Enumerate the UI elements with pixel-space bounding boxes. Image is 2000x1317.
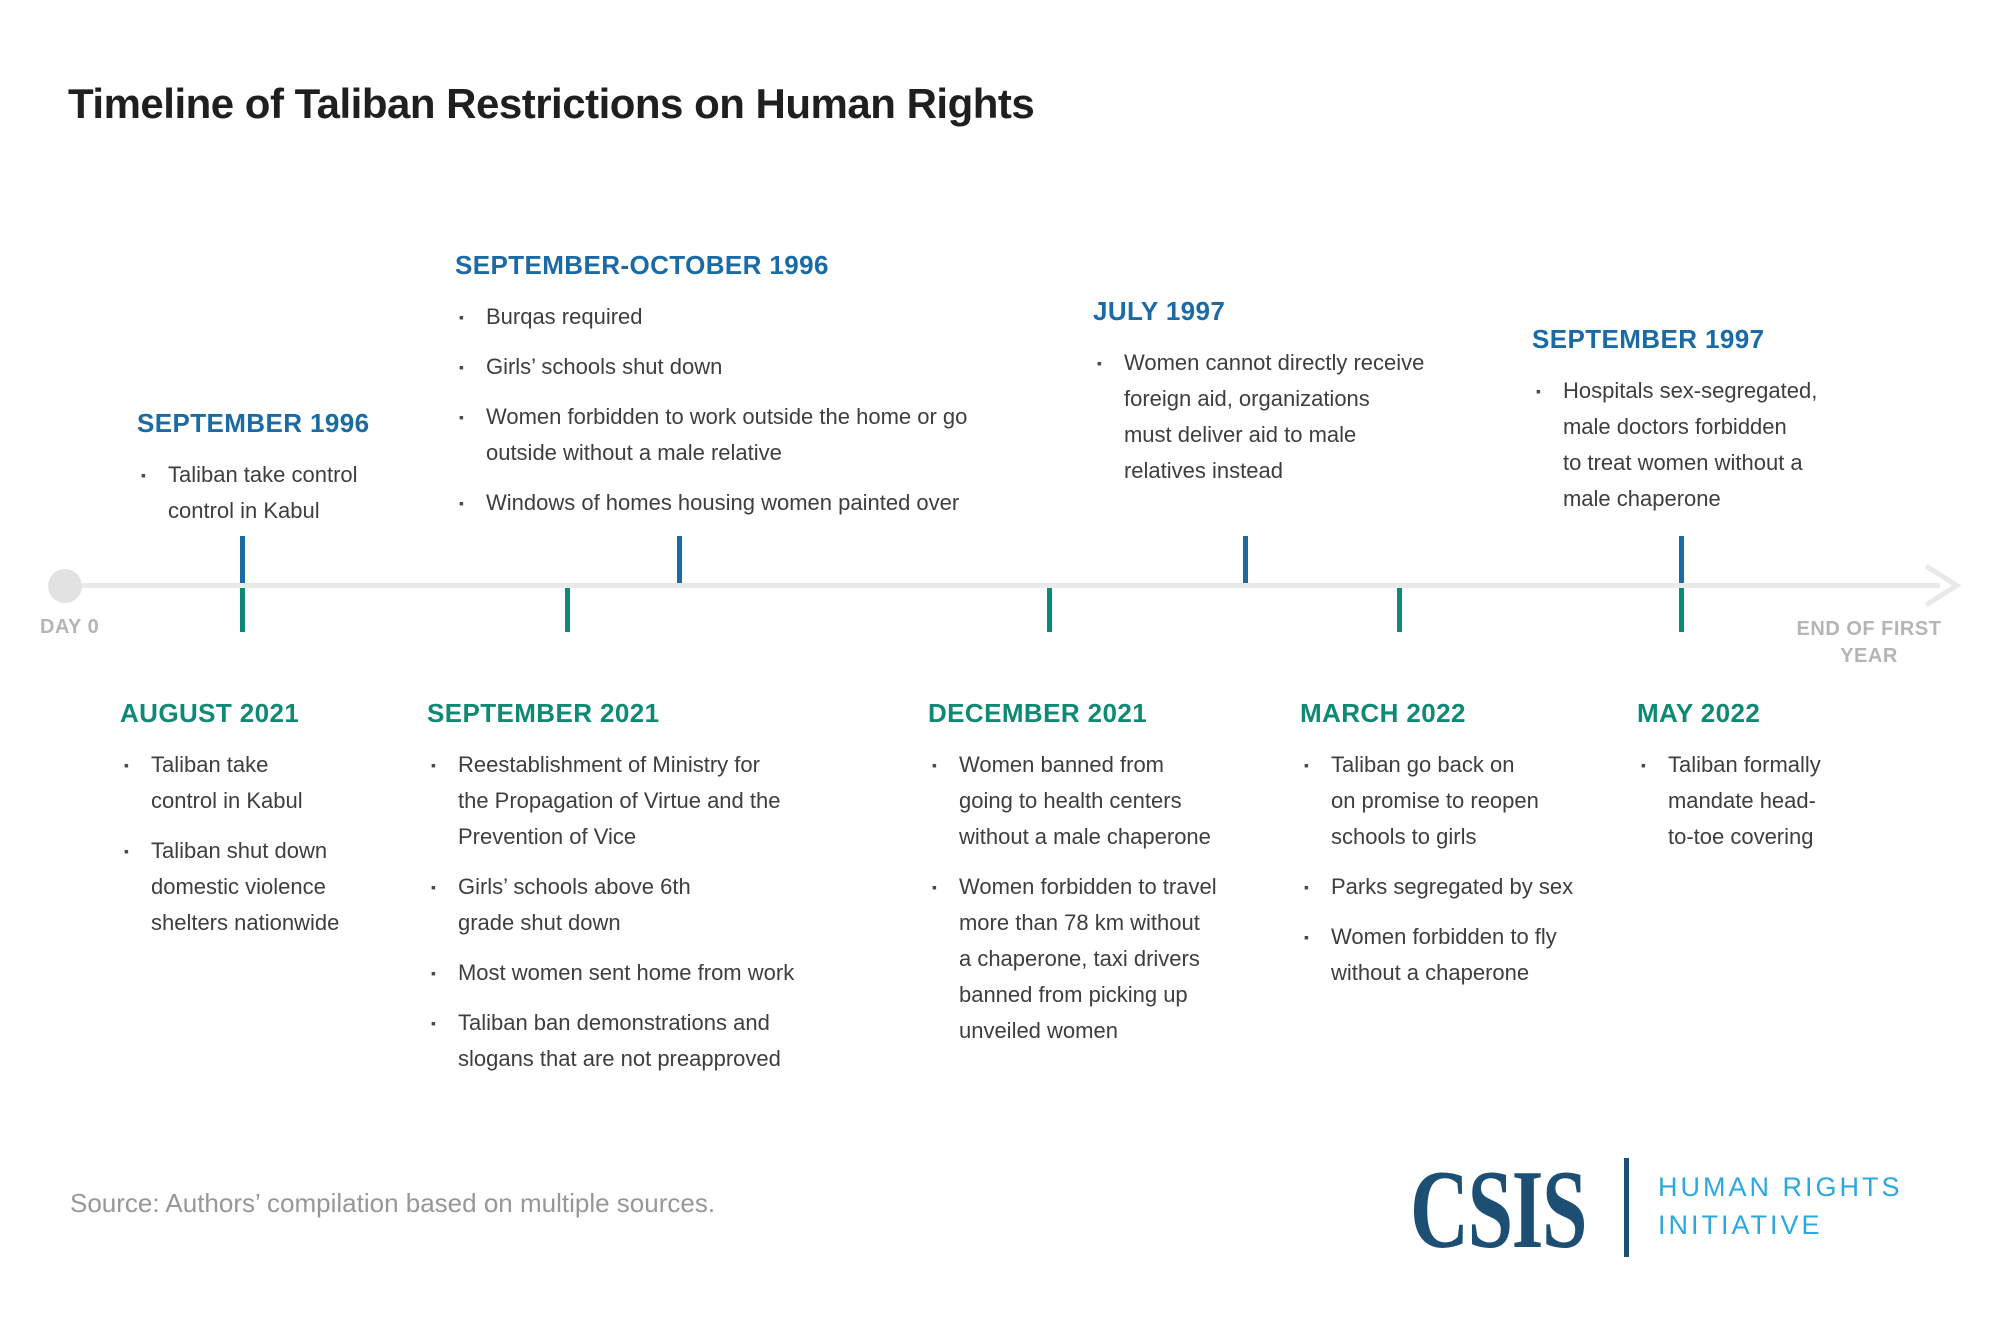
event-bullet-item: ▪ Most women sent home from work xyxy=(427,955,887,991)
event-september-october-1996: SEPTEMBER-OCTOBER 1996 ▪ Burqas required ▪ G… xyxy=(455,250,1075,535)
event-bullet-item: ▪ Women cannot directly receive foreign a… xyxy=(1093,345,1493,489)
square-bullet-icon: ▪ xyxy=(1304,879,1309,895)
event-item-text: Hospitals sex-segregated, male doctors f… xyxy=(1562,378,1818,511)
event-item-text: Women forbidden to travel more than 78 k… xyxy=(958,874,1217,1043)
event-item-text: Taliban go back on on promise to reopen … xyxy=(1330,752,1539,849)
square-bullet-icon: ▪ xyxy=(124,757,129,773)
source-note: Source: Authors’ compilation based on mu… xyxy=(70,1188,716,1218)
event-item-text: Taliban ban demonstrations and slogans t… xyxy=(457,1010,781,1071)
square-bullet-icon: ▪ xyxy=(459,309,464,325)
event-may-2022: MAY 2022 ▪ Taliban formally mandate head- … xyxy=(1637,698,1917,869)
event-bullet-item: ▪ Women forbidden to work outside the hom… xyxy=(455,399,1075,471)
square-bullet-icon: ▪ xyxy=(431,965,436,981)
event-item-text: Windows of homes housing women painted o… xyxy=(485,490,960,515)
arrow-right-icon xyxy=(1924,563,1962,608)
event-july-1997: JULY 1997 ▪ Women cannot directly receive … xyxy=(1093,296,1493,503)
tick-may-2022 xyxy=(1679,588,1684,632)
tick-august-2021 xyxy=(240,588,245,632)
event-date-label: JULY 1997 xyxy=(1093,296,1226,326)
event-september-2021: SEPTEMBER 2021 ▪ Reestablishment of Minist… xyxy=(427,698,887,1091)
axis-end-label: END OF FIRST YEAR xyxy=(1796,618,1942,667)
event-item-text: Burqas required xyxy=(485,304,643,329)
logo-divider xyxy=(1624,1158,1629,1257)
event-date-label: SEPTEMBER 1997 xyxy=(1532,324,1765,354)
event-december-2021: DECEMBER 2021 ▪ Women banned from going to… xyxy=(928,698,1298,1063)
event-bullet-item: ▪ Taliban go back on on promise to reopen… xyxy=(1300,747,1650,855)
event-bullet-item: ▪ Parks segregated by sex xyxy=(1300,869,1650,905)
event-item-text: Reestablishment of Ministry for the Prop… xyxy=(457,752,781,849)
csis-program-name: HUMAN RIGHTS INITIATIVE xyxy=(1658,1172,1903,1240)
square-bullet-icon: ▪ xyxy=(459,359,464,375)
square-bullet-icon: ▪ xyxy=(1641,757,1646,773)
square-bullet-icon: ▪ xyxy=(1536,383,1541,399)
page-title: Timeline of Taliban Restrictions on Huma… xyxy=(68,80,1035,127)
event-bullet-item: ▪ Women forbidden to fly without a chaper… xyxy=(1300,919,1650,991)
event-item-text: Parks segregated by sex xyxy=(1330,874,1574,899)
event-date-label: DECEMBER 2021 xyxy=(928,698,1148,728)
event-item-text: Women banned from going to health center… xyxy=(958,752,1211,849)
tick-september-1996 xyxy=(240,536,245,583)
event-september-1996: SEPTEMBER 1996 ▪ Taliban take control cont… xyxy=(137,408,407,543)
square-bullet-icon: ▪ xyxy=(1304,757,1309,773)
event-bullet-item: ▪ Girls’ schools shut down xyxy=(455,349,1075,385)
event-bullet-item: ▪ Taliban take control in Kabul xyxy=(120,747,400,819)
event-item-text: Girls’ schools above 6th grade shut down xyxy=(457,874,691,935)
square-bullet-icon: ▪ xyxy=(431,879,436,895)
tick-september-1997 xyxy=(1679,536,1684,583)
square-bullet-icon: ▪ xyxy=(1304,929,1309,945)
event-bullet-item: ▪ Taliban take control control in Kabul xyxy=(137,457,407,529)
event-bullet-item: ▪ Windows of homes housing women painted … xyxy=(455,485,1075,521)
event-item-text: Taliban formally mandate head- to-toe co… xyxy=(1667,752,1821,849)
event-bullet-item: ▪ Hospitals sex-segregated, male doctors … xyxy=(1532,373,1872,517)
event-august-2021: AUGUST 2021 ▪ Taliban take control in Kabu… xyxy=(120,698,400,955)
tick-september-2021 xyxy=(565,588,570,632)
event-date-label: SEPTEMBER 2021 xyxy=(427,698,660,728)
event-bullet-item: ▪ Taliban formally mandate head- to-toe c… xyxy=(1637,747,1917,855)
square-bullet-icon: ▪ xyxy=(932,879,937,895)
event-bullet-item: ▪ Burqas required xyxy=(455,299,1075,335)
event-date-label: SEPTEMBER-OCTOBER 1996 xyxy=(455,250,829,280)
tick-september-october-1996 xyxy=(677,536,682,583)
square-bullet-icon: ▪ xyxy=(932,757,937,773)
event-bullet-item: ▪ Taliban ban demonstrations and slogans … xyxy=(427,1005,887,1077)
event-bullet-item: ▪ Women banned from going to health cente… xyxy=(928,747,1298,855)
event-bullet-item: ▪ Women forbidden to travel more than 78 … xyxy=(928,869,1298,1049)
event-march-2022: MARCH 2022 ▪ Taliban go back on on promise… xyxy=(1300,698,1650,1005)
event-item-text: Women forbidden to work outside the home… xyxy=(485,404,968,465)
square-bullet-icon: ▪ xyxy=(124,843,129,859)
square-bullet-icon: ▪ xyxy=(459,495,464,511)
axis-start-label: DAY 0 xyxy=(40,616,100,638)
day0-marker-circle xyxy=(48,569,82,603)
event-bullet-item: ▪ Taliban shut down domestic violence she… xyxy=(120,833,400,941)
event-item-text: Taliban take control in Kabul xyxy=(150,752,303,813)
event-item-text: Taliban take control control in Kabul xyxy=(167,462,358,523)
square-bullet-icon: ▪ xyxy=(431,1015,436,1031)
square-bullet-icon: ▪ xyxy=(459,409,464,425)
tick-july-1997 xyxy=(1243,536,1248,583)
event-item-text: Most women sent home from work xyxy=(457,960,795,985)
square-bullet-icon: ▪ xyxy=(1097,355,1102,371)
event-item-text: Girls’ schools shut down xyxy=(485,354,723,379)
event-date-label: MAY 2022 xyxy=(1637,698,1761,728)
square-bullet-icon: ▪ xyxy=(431,757,436,773)
event-date-label: MARCH 2022 xyxy=(1300,698,1466,728)
event-item-text: Women forbidden to fly without a chapero… xyxy=(1330,924,1557,985)
event-item-text: Taliban shut down domestic violence shel… xyxy=(150,838,340,935)
event-bullet-item: ▪ Reestablishment of Ministry for the Pro… xyxy=(427,747,887,855)
event-september-1997: SEPTEMBER 1997 ▪ Hospitals sex-segregated,… xyxy=(1532,324,1872,531)
event-date-label: SEPTEMBER 1996 xyxy=(137,408,370,438)
event-date-label: AUGUST 2021 xyxy=(120,698,300,728)
axis-line xyxy=(65,583,1940,588)
tick-december-2021 xyxy=(1047,588,1052,632)
square-bullet-icon: ▪ xyxy=(141,467,146,483)
tick-march-2022 xyxy=(1397,588,1402,632)
csis-wordmark: CSIS xyxy=(1410,1148,1587,1272)
event-bullet-item: ▪ Girls’ schools above 6th grade shut dow… xyxy=(427,869,887,941)
event-item-text: Women cannot directly receive foreign ai… xyxy=(1123,350,1425,483)
